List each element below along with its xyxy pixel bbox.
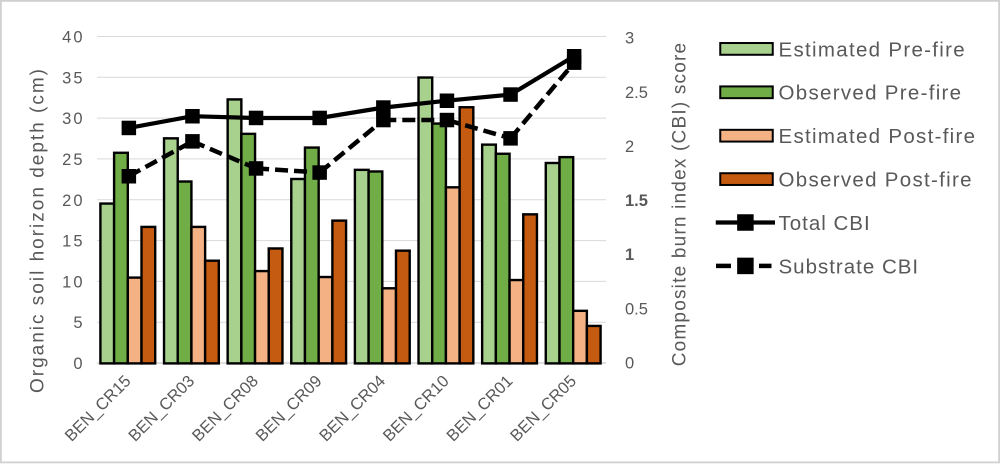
svg-text:3: 3: [625, 30, 634, 48]
svg-text:20: 20: [62, 192, 84, 210]
svg-text:1.5: 1.5: [625, 192, 648, 210]
svg-text:Organic soil horizon depth (cm: Organic soil horizon depth (cm): [28, 67, 49, 393]
svg-text:0.5: 0.5: [625, 300, 648, 318]
svg-text:25: 25: [62, 151, 84, 169]
svg-text:Total CBI: Total CBI: [779, 212, 871, 235]
svg-text:0: 0: [73, 355, 84, 373]
svg-text:1: 1: [625, 246, 634, 264]
svg-text:2: 2: [625, 138, 634, 156]
svg-text:10: 10: [62, 273, 84, 291]
svg-text:40: 40: [62, 29, 84, 47]
svg-text:2.5: 2.5: [625, 84, 648, 102]
svg-text:Estimated Pre-fire: Estimated Pre-fire: [779, 38, 966, 61]
svg-text:Estimated Post-fire: Estimated Post-fire: [779, 125, 977, 148]
svg-text:Composite burn index (CBI) sco: Composite burn index (CBI) score: [670, 42, 691, 367]
svg-text:5: 5: [73, 314, 84, 332]
svg-text:Observed Pre-fire: Observed Pre-fire: [779, 82, 963, 105]
svg-text:Substrate CBI: Substrate CBI: [779, 255, 920, 278]
svg-text:0: 0: [625, 355, 634, 373]
svg-text:30: 30: [62, 110, 84, 128]
svg-text:35: 35: [62, 69, 84, 87]
svg-text:15: 15: [62, 233, 84, 251]
svg-text:Observed Post-fire: Observed Post-fire: [779, 169, 973, 192]
